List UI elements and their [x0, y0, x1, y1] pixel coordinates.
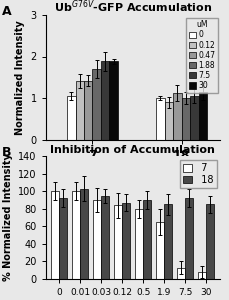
- Bar: [84, 81, 93, 140]
- Bar: [156, 222, 164, 279]
- Title: Inhibition of Accumulation: Inhibition of Accumulation: [50, 145, 215, 155]
- Bar: [199, 92, 207, 140]
- Legend:   7,   18: 7, 18: [180, 160, 217, 188]
- Bar: [177, 268, 185, 279]
- Bar: [165, 102, 173, 140]
- Y-axis label: % Normalized Intensity: % Normalized Intensity: [3, 154, 13, 281]
- Legend: 0, 0.12, 0.47, 1.88, 7.5, 30: 0, 0.12, 0.47, 1.88, 7.5, 30: [186, 18, 218, 93]
- Bar: [60, 198, 67, 279]
- Bar: [76, 81, 84, 140]
- Text: A: A: [2, 5, 12, 18]
- Bar: [156, 98, 165, 140]
- Bar: [67, 96, 76, 140]
- Bar: [198, 272, 206, 279]
- Bar: [101, 61, 109, 140]
- Bar: [190, 96, 199, 140]
- Bar: [182, 98, 190, 140]
- Bar: [206, 204, 214, 279]
- Bar: [93, 69, 101, 140]
- Bar: [122, 202, 130, 279]
- Bar: [173, 93, 182, 140]
- Text: B: B: [2, 146, 12, 159]
- Title: Ub$^{G76V}$-GFP Accumulation: Ub$^{G76V}$-GFP Accumulation: [54, 0, 212, 15]
- Bar: [164, 204, 172, 279]
- Bar: [135, 209, 143, 279]
- Bar: [93, 200, 101, 279]
- Bar: [80, 188, 88, 279]
- Y-axis label: Normalized Intensity: Normalized Intensity: [15, 20, 25, 135]
- Bar: [185, 198, 193, 279]
- Bar: [72, 191, 80, 279]
- Bar: [143, 200, 151, 279]
- Bar: [109, 61, 118, 140]
- Bar: [114, 205, 122, 279]
- Bar: [52, 191, 60, 279]
- Bar: [101, 196, 109, 279]
